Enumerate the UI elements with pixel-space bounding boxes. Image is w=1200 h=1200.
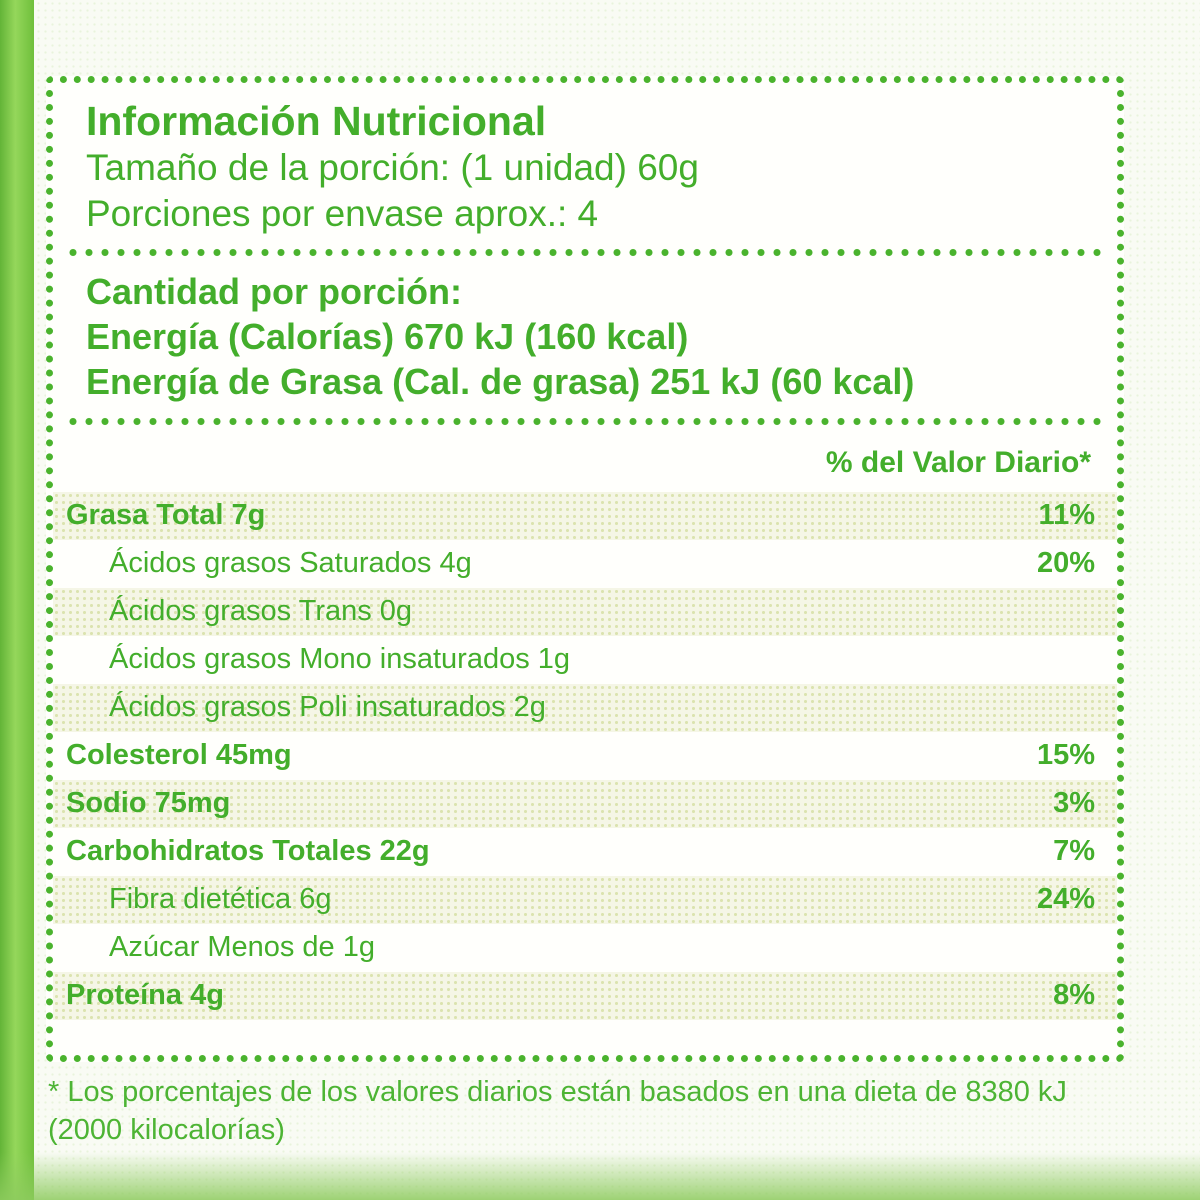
amount-per-serving-line: Cantidad por porción: xyxy=(86,270,462,312)
daily-value-footnote: * Los porcentajes de los valores diarios… xyxy=(48,1074,1144,1149)
servings-per-container-line: Porciones por envase aprox.: 4 xyxy=(86,192,599,234)
nutrient-daily-value: 11% xyxy=(1038,499,1095,532)
table-row-proteina: Proteína 4g 8% xyxy=(53,971,1117,1020)
table-row-azucar: Azúcar Menos de 1g xyxy=(53,924,1117,972)
footnote-line-1: * Los porcentajes de los valores diarios… xyxy=(48,1076,1067,1108)
nutrient-name: Colesterol 45mg xyxy=(66,739,292,772)
package-bottom-edge xyxy=(0,1152,1200,1200)
energy-line: Energía (Calorías) 670 kJ (160 kcal) xyxy=(86,315,689,357)
dotted-separator-middle xyxy=(65,416,1105,426)
table-row-poliinsaturados: Ácidos grasos Poli insaturados 2g xyxy=(53,683,1117,732)
nutrient-name: Fibra dietética 6g xyxy=(109,883,332,916)
nutrient-daily-value: 20% xyxy=(1036,547,1095,580)
table-row-grasa-total: Grasa Total 7g 11% xyxy=(53,491,1117,540)
daily-value-column-header: % del Valor Diario* xyxy=(825,445,1091,479)
nutrient-name: Proteína 4g xyxy=(66,979,224,1012)
nutrient-name: Azúcar Menos de 1g xyxy=(109,931,375,964)
energy-from-fat-line: Energía de Grasa (Cal. de grasa) 251 kJ … xyxy=(86,361,915,403)
nutrient-daily-value: 15% xyxy=(1036,739,1095,772)
table-row-trans: Ácidos grasos Trans 0g xyxy=(53,587,1117,636)
table-row-sodio: Sodio 75mg 3% xyxy=(53,779,1117,828)
nutrient-name: Ácidos grasos Poli insaturados 2g xyxy=(109,691,546,724)
label-title: Información Nutricional xyxy=(86,98,547,144)
label-header-block: Información Nutricional Tamaño de la por… xyxy=(53,83,1117,236)
table-row-colesterol: Colesterol 45mg 15% xyxy=(53,732,1117,780)
nutrient-name: Ácidos grasos Saturados 4g xyxy=(109,547,472,580)
package-left-edge xyxy=(0,0,34,1200)
dotted-separator-top xyxy=(65,247,1105,257)
footnote-line-2: (2000 kilocalorías) xyxy=(48,1113,285,1146)
table-row-carbohidratos: Carbohidratos Totales 22g 7% xyxy=(53,828,1117,876)
nutrient-daily-value: 8% xyxy=(1053,979,1095,1012)
nutrient-name: Ácidos grasos Mono insaturados 1g xyxy=(109,643,571,676)
nutrient-name: Grasa Total 7g xyxy=(66,499,266,532)
per-serving-block: Cantidad por porción: Energía (Calorías)… xyxy=(53,269,1117,405)
nutrient-table: Grasa Total 7g 11% Ácidos grasos Saturad… xyxy=(53,491,1117,1020)
nutrient-name: Carbohidratos Totales 22g xyxy=(66,835,430,868)
table-row-monoinsaturados: Ácidos grasos Mono insaturados 1g xyxy=(53,636,1117,684)
table-row-fibra: Fibra dietética 6g 24% xyxy=(53,875,1117,924)
nutrient-daily-value: 24% xyxy=(1036,883,1095,916)
nutrition-facts-panel: Información Nutricional Tamaño de la por… xyxy=(46,76,1124,1062)
nutrient-name: Ácidos grasos Trans 0g xyxy=(109,595,413,628)
nutrient-daily-value: 7% xyxy=(1053,835,1095,868)
table-row-saturados: Ácidos grasos Saturados 4g 20% xyxy=(53,540,1117,588)
nutrient-name: Sodio 75mg xyxy=(66,787,231,820)
nutrient-daily-value: 3% xyxy=(1053,787,1095,820)
serving-size-line: Tamaño de la porción: (1 unidad) 60g xyxy=(86,147,699,189)
